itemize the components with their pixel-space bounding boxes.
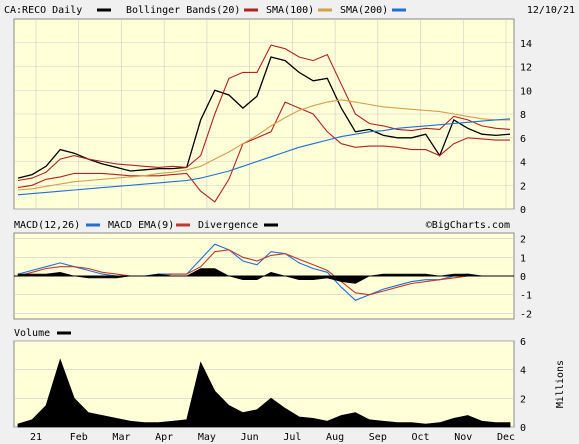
symbol-label: CA:RECO Daily: [4, 5, 82, 16]
x-tick-label: Apr: [155, 432, 173, 443]
macd-legend-label: MACD(12,26): [14, 220, 80, 231]
divergence-legend-label: Divergence: [198, 220, 258, 231]
y-tick-label: -1: [520, 291, 532, 302]
x-tick-label: Nov: [454, 432, 472, 443]
y-tick-label: 6: [520, 337, 526, 348]
x-tick-label: Feb: [70, 432, 88, 443]
bollinger-legend-label: Bollinger Bands(20): [126, 5, 240, 16]
x-tick-label: Dec: [497, 432, 515, 443]
x-tick-label: Sep: [369, 432, 387, 443]
sma100-legend-label: SMA(100): [266, 5, 314, 16]
bollinger-bands-20-line: [17, 44, 511, 182]
volume-legend-label: Volume: [14, 328, 50, 339]
x-tick-label: May: [198, 432, 216, 443]
x-axis-labels: 21 Feb Mar Apr May Jun Jul Aug Sep Oct Nov Dec: [30, 432, 515, 443]
x-tick-label: Mar: [112, 432, 130, 443]
volume-legend: Volume: [14, 328, 71, 339]
y-tick-label: 12: [520, 63, 532, 74]
bollinger-bands-20-line: [17, 101, 510, 203]
y-tick-label: 2: [520, 394, 526, 405]
macd-legend: MACD(12,26) MACD EMA(9) Divergence ©BigC…: [14, 220, 510, 231]
macd-series-group: [14, 243, 514, 301]
price-series-group: [17, 44, 511, 203]
bigcharts-watermark: ©BigCharts.com: [426, 220, 510, 231]
y-tick-label: 6: [520, 134, 526, 145]
macd-ema-legend-label: MACD EMA(9): [108, 220, 174, 231]
y-tick-label: 10: [520, 86, 532, 97]
y-tick-label: 2: [520, 181, 526, 192]
x-tick-label: Aug: [326, 432, 344, 443]
y-tick-label: 2: [520, 235, 526, 246]
chart-date: 12/10/21: [527, 5, 575, 16]
y-tick-label: 0: [520, 205, 526, 216]
sma-100-line: [17, 99, 510, 191]
ca-reco-daily-line: [17, 56, 511, 179]
volume-area: [17, 358, 511, 428]
y-tick-label: 4: [520, 366, 526, 377]
volume-series-group: [17, 358, 511, 428]
macd-y-ticks: 2 1 0 -1 -2: [520, 235, 532, 321]
y-tick-label: 1: [520, 253, 526, 264]
macd-header-bg: [0, 216, 579, 232]
y-tick-label: 8: [520, 110, 526, 121]
x-tick-label: 21: [30, 432, 42, 443]
y-tick-label: -2: [520, 309, 532, 320]
price-y-ticks: 0 2 4 6 8 10 12 14: [520, 39, 532, 216]
volume-y-ticks: 0 2 4 6: [520, 337, 526, 434]
macd-ema-9-line: [17, 249, 510, 296]
x-tick-label: Oct: [412, 432, 430, 443]
x-tick-label: Jun: [241, 432, 259, 443]
y-tick-label: 0: [520, 423, 526, 434]
y-tick-label: 0: [520, 272, 526, 283]
x-tick-label: Jul: [283, 432, 301, 443]
volume-units-label: Millions: [555, 360, 566, 408]
sma200-legend-label: SMA(200): [340, 5, 388, 16]
y-tick-label: 4: [520, 158, 526, 169]
y-tick-label: 14: [520, 39, 532, 50]
price-legend: CA:RECO Daily Bollinger Bands(20) SMA(10…: [4, 5, 575, 16]
sma-200-line: [17, 118, 511, 196]
